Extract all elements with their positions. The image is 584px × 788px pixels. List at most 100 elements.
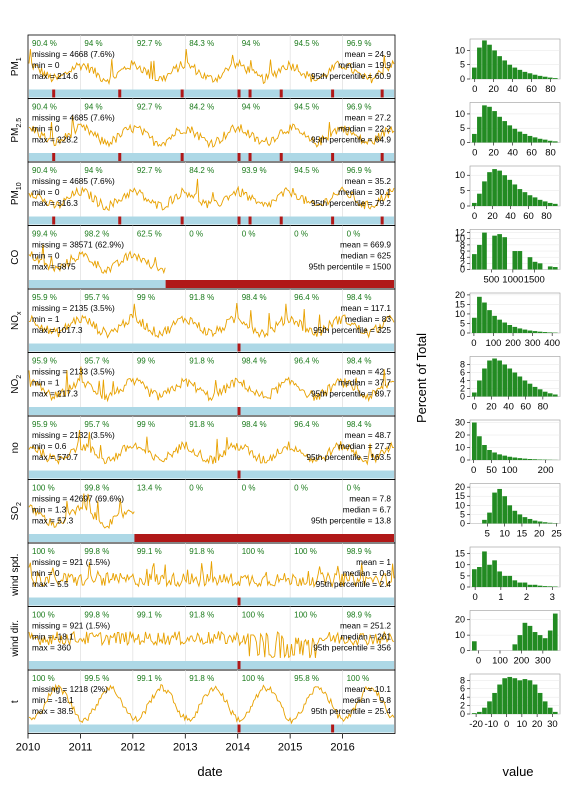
variable-label: wind spd.	[10, 554, 21, 597]
stat-mean: mean = 24.9	[345, 49, 392, 59]
stat-missing: missing = 4685 (7.6%)	[32, 176, 115, 186]
hist-bar	[492, 315, 497, 333]
hist-bar	[537, 199, 543, 206]
stat-p95: 95th percentile = 89.7	[311, 389, 391, 399]
missing-gap	[180, 89, 184, 98]
stat-p95: 95th percentile = 1500	[309, 262, 392, 272]
hist-bar	[547, 707, 553, 714]
year-capture-pct: 84.2 %	[189, 103, 214, 112]
hist-x-tick-label: 2	[524, 592, 529, 603]
hist-bar	[512, 580, 518, 587]
stat-min: min = 1	[32, 314, 60, 324]
stat-median: median = 22.2	[338, 124, 391, 134]
hist-x-tick-label: 0	[472, 402, 477, 413]
hist-bar	[497, 488, 502, 524]
hist-bar	[487, 172, 492, 206]
data-capture-bar	[29, 153, 394, 161]
hist-bar	[482, 232, 487, 270]
year-capture-pct: 100 %	[242, 674, 265, 683]
stat-min: min = -18.1	[32, 695, 74, 705]
variable-label: PM2.5	[10, 118, 23, 143]
hist-bar	[532, 74, 538, 79]
stat-mean: mean = 48.7	[345, 430, 392, 440]
hist-y-tick-label: 0	[460, 328, 465, 338]
year-capture-pct: 100 %	[294, 611, 317, 620]
hist-y-tick-label: 5	[460, 186, 465, 196]
x-tick-label: 2012	[121, 742, 145, 754]
hist-bar	[502, 237, 508, 270]
hist-bar	[512, 67, 518, 79]
year-capture-pct: 91.8 %	[189, 547, 214, 556]
hist-bar	[517, 458, 523, 460]
hist-pm10: 0 5 10 0 20 40 60 80	[455, 165, 561, 222]
missing-gap	[180, 216, 184, 225]
hist-x-tick-label: 40	[505, 211, 516, 222]
year-capture-pct: 94.5 %	[294, 103, 319, 112]
hist-bar	[532, 386, 538, 397]
year-capture-pct: 0 %	[189, 230, 203, 239]
hist-bar	[492, 692, 497, 714]
stat-min: min = 0	[32, 60, 60, 70]
variable-label: PM1	[10, 57, 23, 76]
hist-bar	[527, 625, 533, 651]
hist-bar	[552, 394, 558, 397]
year-capture-pct: 99.8 %	[84, 484, 109, 493]
hist-x-tick-label: 80	[538, 402, 549, 413]
hist-x-tick-label: 0	[472, 211, 477, 222]
hist-x-tick-label: 200	[538, 465, 554, 476]
panel-nox: 95.9 % 95.7 % 99 % 91.8 % 98.4 % 96.4 % 98.4 %…	[10, 288, 396, 353]
hist-bar	[552, 203, 558, 206]
hist-bar	[527, 330, 533, 333]
hist-bar	[482, 707, 487, 714]
hist-y-tick-label: 20	[455, 615, 465, 625]
hist-x-tick-label: 1	[498, 592, 503, 603]
year-capture-pct: 95.7 %	[84, 357, 109, 366]
missing-gap	[237, 153, 241, 161]
hist-bar	[507, 676, 513, 714]
hist-bar	[532, 459, 538, 460]
hist-bar	[532, 684, 538, 714]
hist-y-tick-label: 5	[460, 509, 465, 519]
missing-gap	[118, 89, 122, 98]
hist-bar	[477, 567, 482, 587]
hist-bar	[477, 380, 482, 397]
hist-bar	[502, 175, 508, 206]
stat-missing: missing = 4685 (7.6%)	[32, 113, 115, 123]
year-capture-pct: 91.8 %	[189, 674, 214, 683]
hist-bar	[537, 331, 543, 333]
year-capture-pct: 99.1 %	[137, 547, 162, 556]
year-capture-pct: 96.4 %	[294, 293, 319, 302]
hist-x-tick-label: 20	[534, 529, 545, 540]
stat-min: min = 1.3	[32, 505, 67, 515]
hist-x-tick-label: 20	[486, 402, 497, 413]
hist-bar	[507, 179, 513, 206]
hist-y-tick-label: 10	[455, 630, 465, 640]
stat-median: median = 37.7	[338, 378, 391, 388]
panel-pm10: 90.4 % 94 % 92.7 % 84.2 % 93.9 % 94.5 % 96.9 %…	[10, 161, 396, 226]
hist-x-tick-label: 200	[505, 338, 521, 349]
hist-bar	[552, 141, 558, 143]
hist-bar	[537, 75, 543, 79]
year-capture-pct: 91.8 %	[189, 611, 214, 620]
data-capture-bar	[29, 89, 394, 98]
hist-bar	[497, 571, 502, 587]
hist-y-tick-label: 6	[460, 684, 465, 694]
stat-median: median = 261	[340, 632, 391, 642]
year-capture-pct: 0 %	[242, 484, 256, 493]
stat-max: max = 1017.3	[32, 325, 83, 335]
year-capture-pct: 94.5 %	[294, 39, 319, 48]
hist-bar	[492, 492, 497, 524]
hist-bar	[497, 116, 502, 143]
hist-bar	[497, 234, 502, 270]
missing-gap	[180, 153, 184, 161]
hist-bar	[512, 644, 518, 651]
hist-y-tick-label: 20	[455, 482, 465, 492]
hist-x-tick-label: 60	[523, 211, 534, 222]
series-line	[28, 116, 395, 149]
year-capture-pct: 90.4 %	[32, 166, 57, 175]
hist-bar	[512, 457, 518, 460]
variable-label: PM10	[10, 182, 23, 205]
